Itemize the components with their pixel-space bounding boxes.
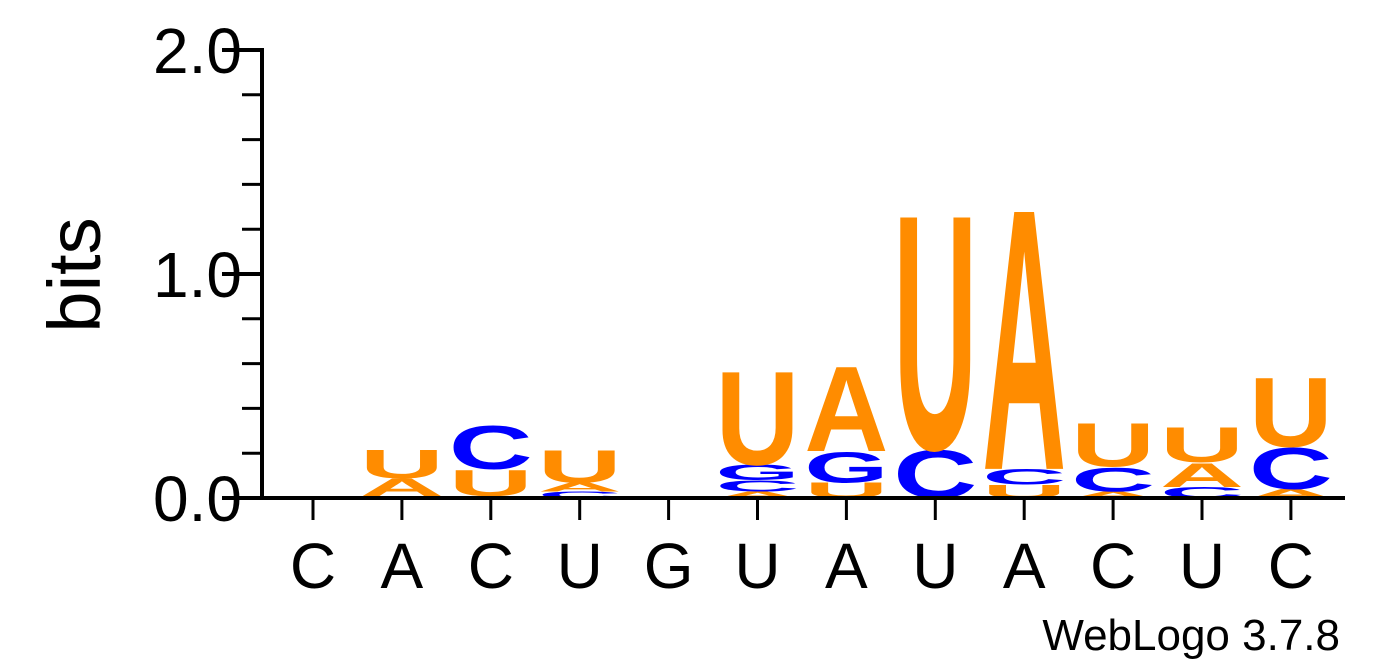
logo-letter-A: A	[1071, 490, 1155, 500]
logo-letter-U: U	[1071, 411, 1155, 480]
logo-stack-12: ACU	[1249, 356, 1333, 501]
y-tick-label: 1.0	[153, 239, 242, 311]
logo-letter-C: C	[716, 477, 800, 494]
x-tick-label: C	[290, 530, 336, 602]
logo-letter-C: C	[1071, 461, 1155, 499]
y-axis-label: bits	[33, 217, 116, 332]
logo-letter-C: C	[538, 490, 622, 500]
weblogo-credit: WebLogo 3.7.8	[1042, 611, 1340, 660]
y-axis: 0.0 1.0 2.0	[153, 15, 264, 535]
logo-letter-A: A	[538, 480, 622, 494]
logo-stack-11: CAU	[1160, 417, 1244, 501]
logo-letter-U: U	[1160, 417, 1244, 473]
logo-stack-4: CAU	[538, 440, 622, 500]
x-tick-label: U	[1179, 530, 1225, 602]
logo-letter-C: C	[1249, 435, 1333, 502]
logo-stack-8: CU	[893, 145, 977, 521]
x-tick-label: A	[381, 530, 424, 602]
x-tick-label: U	[912, 530, 958, 602]
logo-stack-9: UCA	[982, 131, 1066, 548]
logo-stack-2: CAU	[360, 442, 444, 501]
logo-stack-7: UGA	[804, 342, 888, 503]
logo-letter-U: U	[360, 442, 444, 487]
logo-letter-G: G	[716, 460, 800, 485]
x-tick-label: U	[734, 530, 780, 602]
logo-letter-A: A	[1160, 456, 1244, 494]
x-tick-label: C	[1090, 530, 1136, 602]
logo-stack-10: ACU	[1071, 411, 1155, 500]
x-tick-label: C	[468, 530, 514, 602]
x-tick-label: A	[825, 530, 868, 602]
logo-stack-3: AUC	[449, 413, 533, 504]
logo-letter-A: A	[982, 131, 1066, 548]
logo-letter-A: A	[715, 490, 799, 500]
x-tick-label: G	[644, 530, 694, 602]
y-tick-label: 0.0	[153, 463, 242, 535]
logo-letter-C: C	[982, 465, 1066, 489]
logo-letter-A: A	[804, 342, 888, 478]
x-tick-label: U	[557, 530, 603, 602]
x-tick-label: A	[1003, 530, 1046, 602]
logo-letter-stacks: CAUAUCCAUACGUUGACUUCAACUCAUACU	[360, 131, 1333, 548]
logo-letter-U: U	[716, 344, 800, 493]
logo-letter-C: C	[449, 413, 533, 482]
x-tick-label: C	[1268, 530, 1314, 602]
y-tick-label: 2.0	[153, 15, 242, 87]
logo-letter-U: U	[1249, 356, 1333, 467]
logo-letter-U: U	[893, 145, 977, 521]
logo-letter-G: G	[804, 443, 888, 492]
logo-letter-U: U	[538, 440, 622, 492]
